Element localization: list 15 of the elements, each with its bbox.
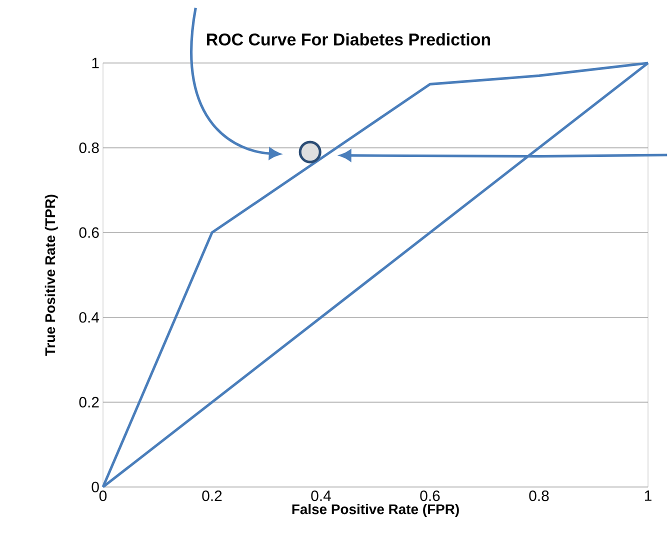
x-tick-label: 0.2 (202, 490, 222, 502)
y-tick-label: 0.8 (79, 142, 99, 154)
x-tick-label: 0.4 (311, 490, 331, 502)
x-tick-label: 1 (644, 490, 652, 501)
y-tick-label: 0 (92, 482, 99, 492)
y-axis-title: True Positive Rate (TPR) (44, 194, 58, 356)
x-tick-label: 0 (99, 490, 107, 502)
chart-title: ROC Curve For Diabetes Prediction (207, 33, 490, 46)
x-axis-title: False Positive Rate (FPR) (292, 504, 459, 517)
y-tick-label: 1 (92, 58, 99, 68)
x-tick-label: 0.8 (529, 490, 549, 502)
y-tick-label: 0.2 (79, 396, 99, 408)
x-tick-label: 0.6 (420, 490, 440, 502)
y-tick-label: 0.6 (79, 227, 99, 238)
y-tick-label: 0.4 (79, 312, 100, 323)
